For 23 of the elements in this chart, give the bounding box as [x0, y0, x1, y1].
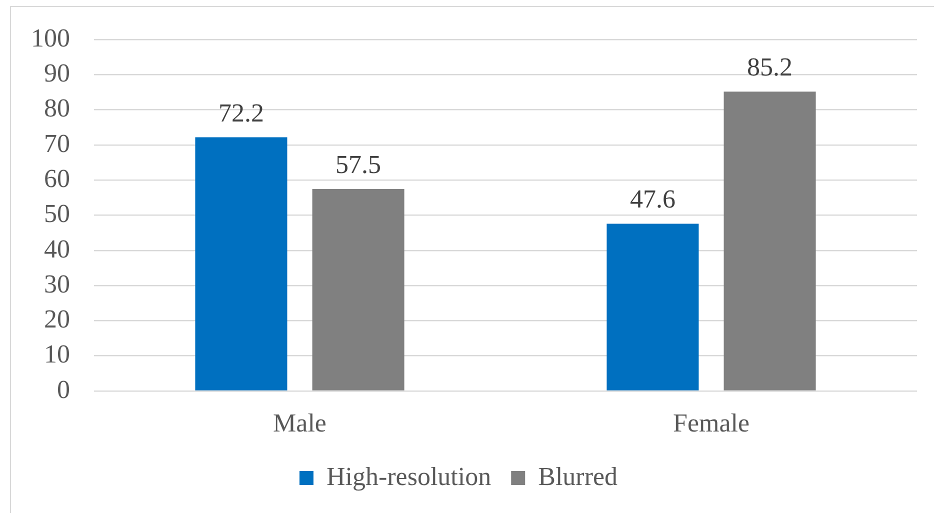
x-tick-label: Male	[273, 408, 326, 438]
legend-label: Blurred	[538, 462, 618, 491]
y-tick-label: 30	[44, 269, 70, 298]
data-label: 57.5	[336, 150, 382, 179]
bar	[606, 224, 699, 390]
data-label: 72.2	[218, 98, 264, 128]
y-tick-label: 100	[31, 23, 70, 52]
data-label: 47.6	[630, 184, 676, 214]
y-tick-label: 90	[44, 58, 70, 88]
y-tick-label: 70	[44, 128, 70, 158]
bar	[724, 92, 816, 390]
bar	[312, 188, 404, 390]
bar	[195, 137, 288, 390]
y-tick-label: 40	[44, 234, 70, 264]
y-tick-label: 80	[44, 94, 70, 123]
y-tick-label: 50	[44, 199, 70, 228]
y-tick-label: 20	[44, 304, 70, 334]
data-label: 85.2	[747, 52, 793, 82]
x-tick-label: Female	[672, 408, 750, 438]
y-tick-label: 60	[44, 164, 70, 193]
y-tick-label: 10	[44, 340, 70, 369]
legend-label: High-resolution	[326, 462, 492, 491]
y-tick-label: 0	[57, 374, 70, 404]
